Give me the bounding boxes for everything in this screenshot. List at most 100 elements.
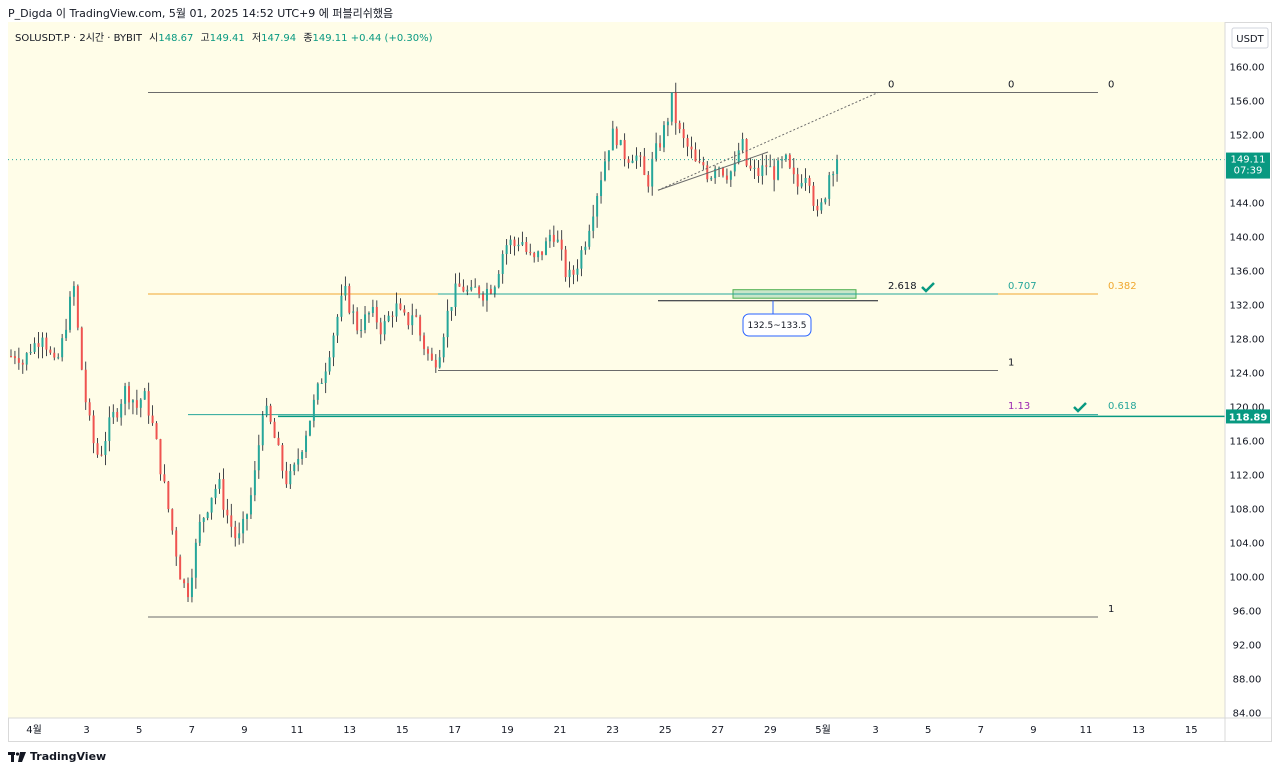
candle-body — [706, 165, 709, 180]
candle-body — [710, 178, 713, 180]
price-chart[interactable]: 0 0 0 2.618 0.707 0.382 1 1.13 0.618 1 132.5~133.5… — [8, 22, 1272, 742]
candle-body — [159, 439, 162, 475]
time-tick-label: 17 — [448, 725, 461, 736]
candle-body — [434, 359, 437, 368]
currency-badge[interactable]: USDT — [1231, 27, 1269, 49]
candle-body — [135, 400, 138, 408]
candle-body — [544, 241, 547, 255]
candle-body — [497, 273, 500, 288]
time-tick-label: 11 — [291, 725, 304, 736]
candle-body — [501, 254, 504, 274]
candle-body — [631, 160, 634, 163]
candle-body — [332, 335, 335, 358]
candle-body — [426, 348, 429, 354]
candle-body — [454, 283, 457, 307]
time-tick-label: 21 — [554, 725, 567, 736]
candle-body — [348, 286, 351, 313]
candle-body — [828, 175, 831, 199]
candle-body — [615, 128, 618, 146]
candle-body — [419, 316, 422, 336]
candle-body — [788, 154, 791, 168]
fib-level-label: 0.707 — [1008, 281, 1037, 292]
candle-body — [249, 495, 252, 515]
time-tick-label: 5 — [136, 725, 142, 736]
candle-body — [552, 234, 555, 242]
candle-body — [147, 391, 150, 416]
time-tick-label: 9 — [241, 725, 247, 736]
candle-body — [379, 322, 382, 335]
candle-body — [131, 400, 134, 403]
candle-body — [308, 420, 311, 436]
candle-body — [57, 357, 60, 359]
candle-body — [65, 329, 68, 339]
price-tick-label: 124.00 — [1230, 369, 1265, 380]
candle-body — [281, 445, 284, 471]
candle-body — [155, 423, 158, 440]
footer-brand[interactable]: TradingView — [8, 750, 106, 763]
close-label: 종 — [303, 33, 313, 44]
candle-body — [399, 303, 402, 310]
candle-body — [584, 246, 587, 251]
candle-body — [438, 357, 441, 368]
candle-body — [340, 295, 343, 317]
candle-body — [572, 269, 575, 275]
candle-body — [273, 421, 276, 438]
candle-body — [470, 287, 473, 290]
time-tick-label: 29 — [764, 725, 777, 736]
candle-body — [116, 411, 119, 418]
candle-body — [761, 165, 764, 176]
time-tick-label: 13 — [1132, 725, 1145, 736]
high-label: 고 — [200, 33, 210, 44]
candle-body — [749, 165, 752, 169]
symbol-legend: SOLUSDT.P · 2시간 · BYBIT 시148.67 고149.41 … — [15, 29, 433, 44]
time-tick-label: 11 — [1080, 725, 1093, 736]
candle-body — [391, 315, 394, 317]
candle-body — [548, 234, 551, 242]
footer-brand-label: TradingView — [30, 750, 107, 763]
tradingview-logo-icon — [8, 751, 26, 762]
price-tick-label: 100.00 — [1230, 573, 1265, 584]
candle-body — [316, 383, 319, 400]
fib-level-label: 2.618 — [888, 281, 917, 292]
candle-body — [737, 150, 740, 163]
candle-body — [686, 138, 689, 147]
change-value: +0.44 (+0.30%) — [350, 33, 433, 44]
candle-body — [525, 241, 528, 252]
candle-body — [482, 294, 485, 301]
candle-body — [261, 415, 264, 446]
price-tick-label: 144.00 — [1230, 199, 1265, 210]
candle-body — [478, 286, 481, 295]
price-tick-label: 88.00 — [1233, 675, 1262, 686]
fib-layer — [8, 92, 1225, 618]
fib-level-label: 0.382 — [1108, 281, 1137, 292]
price-tick-label: 112.00 — [1230, 471, 1265, 482]
candle-body — [257, 445, 260, 471]
candle-body — [45, 337, 48, 350]
candle-body — [108, 417, 111, 442]
candle-body — [458, 283, 461, 287]
candle-body — [521, 241, 524, 245]
candle-body — [820, 202, 823, 211]
candle-body — [411, 315, 414, 326]
candle-body — [816, 205, 819, 211]
candle-body — [564, 249, 567, 278]
price-tick-label: 156.00 — [1230, 97, 1265, 108]
candle-body — [167, 481, 170, 510]
level-price-tag — [1226, 409, 1270, 424]
candle-body — [690, 146, 693, 150]
fib-level-label: 0.618 — [1108, 401, 1137, 412]
candle-body — [88, 402, 91, 416]
candle-body — [670, 92, 673, 122]
candle-body — [733, 162, 736, 172]
candle-body — [773, 166, 776, 180]
candle-body — [312, 399, 315, 421]
fib-level-label: 0 — [1008, 80, 1014, 91]
candle-body — [124, 386, 127, 404]
candle-body — [175, 530, 178, 557]
candle-body — [222, 479, 225, 510]
time-tick-label: 9 — [1030, 725, 1036, 736]
candle-body — [721, 167, 724, 176]
open-label: 시 — [149, 33, 159, 44]
candle-body — [619, 140, 622, 146]
price-tick-label: 84.00 — [1233, 709, 1262, 720]
